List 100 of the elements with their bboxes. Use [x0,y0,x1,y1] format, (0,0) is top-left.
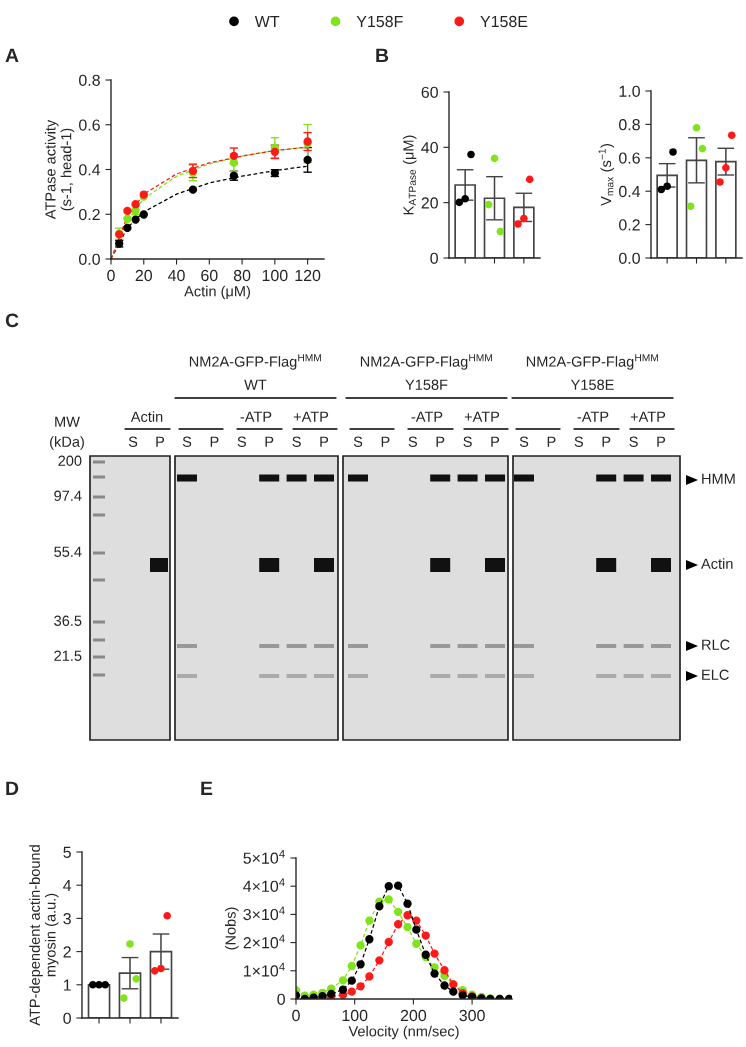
text: S [182,436,192,447]
y-tick-label: 0.0 [79,253,100,265]
text: P [265,436,274,447]
y-axis-title: ATPase activity (s-1, head-1) [44,119,75,220]
text: -ATP [411,411,443,422]
y-tick-label: 2 [63,946,71,958]
text: S [353,436,363,447]
x-tick-label: 300 [459,1009,485,1022]
x-tick-label: 100 [262,269,288,282]
text: S [629,436,638,447]
y-tick-label: 1×10$^{4}$ [244,962,285,977]
point [430,949,439,958]
text: -ATP [577,411,609,422]
point [365,916,374,925]
point [303,155,312,165]
y-tick-label: 0.0 [619,252,640,264]
point [123,214,132,223]
x-tick-label: 20 [135,269,153,282]
y-tick-label: 0.6 [79,119,100,131]
y-tick-label: 40 [421,141,438,154]
text: (kDa) [50,436,84,450]
point [393,907,403,917]
chart-title: A [5,48,19,63]
text: Y158F [405,379,448,390]
y-tick-label: 20 [421,197,438,209]
x-tick-label: 0 [107,269,115,282]
point [403,922,412,932]
text: 36.5 [54,615,82,626]
text: P [491,436,500,447]
point [356,960,365,969]
x-tick-label: 80 [233,269,251,282]
y-tick-label: 1 [63,979,71,991]
point [365,935,374,944]
point [440,966,449,975]
text: 55.4 [54,546,82,557]
text: P [602,436,611,447]
point [347,976,356,985]
y-tick-label: 0.8 [79,74,100,86]
x-tick-label: 60 [201,269,218,282]
point [139,210,148,219]
legend-label: Y158E [480,15,528,28]
point [365,972,374,981]
x-axis-title: Actin (μM) [184,285,250,300]
y-tick-label: 0 [277,993,285,1005]
point [384,882,393,891]
text: P [381,436,390,447]
text: -ATP [240,411,272,422]
point [347,961,356,971]
point [375,902,384,911]
chart-title: D [6,781,19,796]
y-tick-label: 0.6 [619,152,640,164]
y-axis-title: (Nobs) [225,907,239,950]
y-tick-label: 0 [430,252,438,264]
point [412,925,421,934]
text: 200 [58,455,82,466]
text: 97.4 [54,490,82,501]
text: NM2A-GFP-Flag$^{HMM}$ [189,354,321,370]
y-axis-title: K$_{ATPase}$ (μM) [402,135,417,215]
text: P [156,436,165,447]
text: C [5,313,19,328]
text: S [519,436,529,447]
text: P [320,436,329,447]
point [430,969,439,978]
chart-title: B [376,48,389,63]
text: Actin [701,558,733,569]
y-tick-label: 2×10$^{4}$ [243,934,285,949]
text: WT [244,379,267,390]
text: P [547,436,556,447]
y-tick-label: 4×10$^{4}$ [243,878,285,893]
x-axis-title: Velocity (nm/sec) [348,1025,459,1040]
y-tick-label: 5 [63,846,71,858]
point [393,920,403,929]
y-tick-label: 3×10$^{4}$ [243,906,285,921]
text: S [292,436,301,447]
point [403,911,412,920]
point [356,941,365,950]
text: NM2A-GFP-Flag$^{HMM}$ [526,354,658,370]
point [403,899,412,908]
chart-title: E [201,781,213,796]
point [131,200,140,209]
y-tick-label: 0.2 [79,208,100,221]
y-tick-label: 60 [421,86,438,98]
text: S [408,436,417,447]
text: Y158E [570,379,614,390]
y-tick-label: 1.0 [619,85,640,97]
text: MW [55,416,80,427]
x-tick-label: 100 [342,1009,368,1022]
point [338,985,348,994]
x-tick-label: 120 [295,269,321,282]
point [375,956,384,965]
text: NM2A-GFP-Flag$^{HMM}$ [360,354,492,370]
point [384,937,393,947]
text: Actin [130,411,163,422]
point [123,223,132,233]
point [384,895,393,904]
legend-label: Y158F [356,15,403,28]
point [412,939,421,948]
point [229,151,239,161]
x-tick-label: 200 [400,1009,427,1022]
text: RLC [702,639,730,650]
